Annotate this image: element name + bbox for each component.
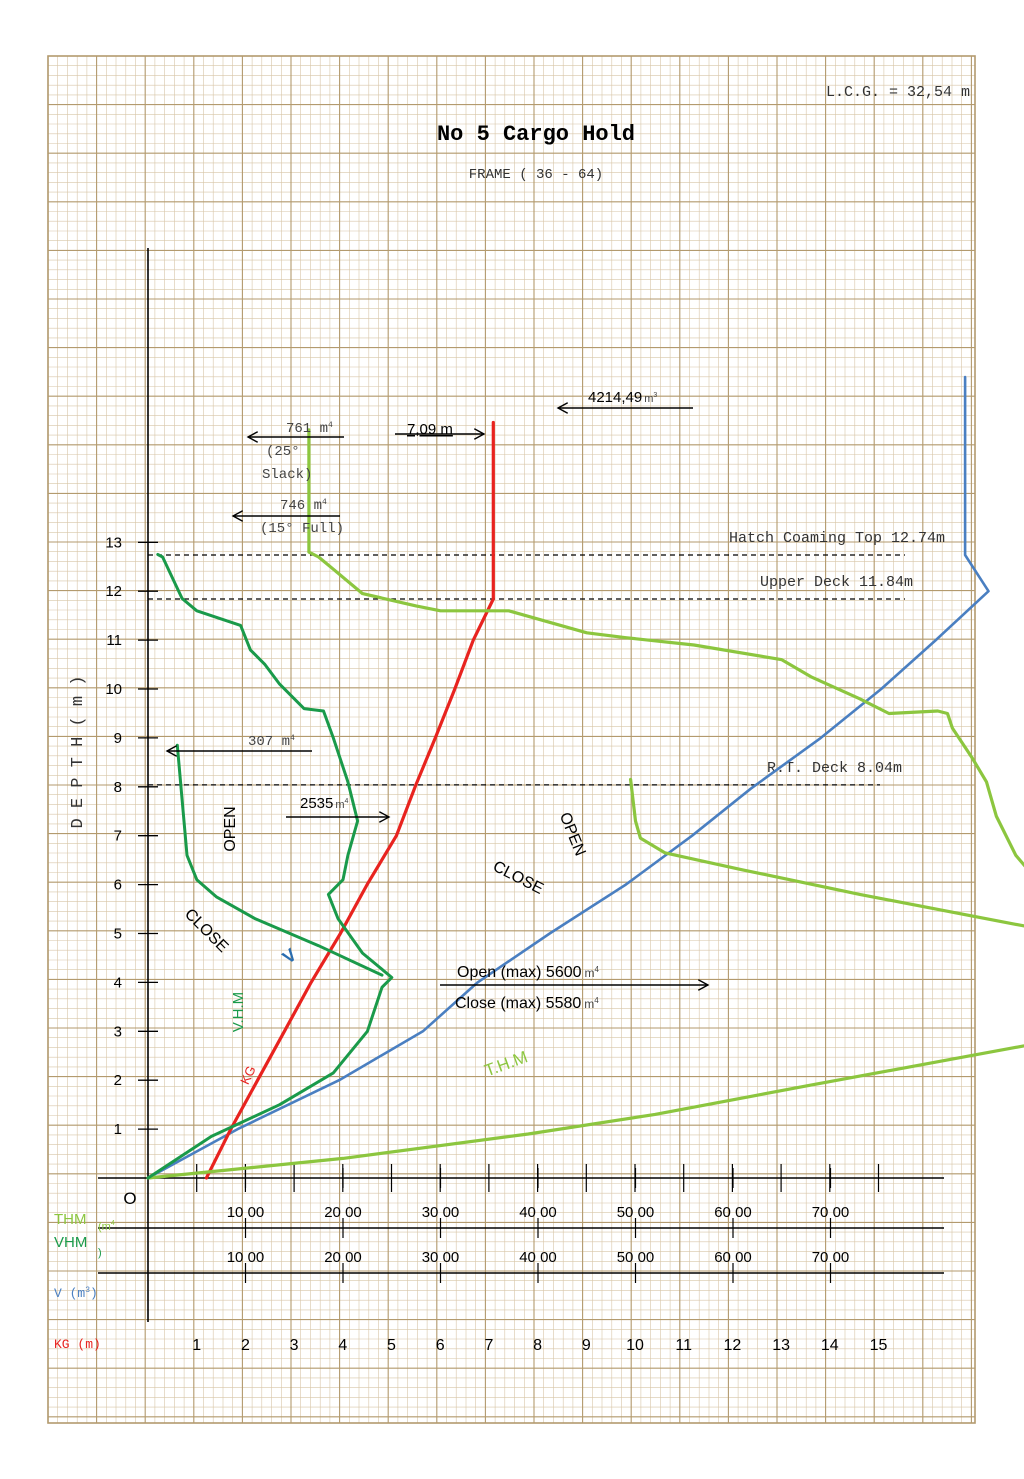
thm-curve-label: T.H.M xyxy=(482,1047,530,1080)
kg-tick-label: 13 xyxy=(772,1337,790,1354)
series-kg xyxy=(204,420,495,1180)
moment-unit-close: ) xyxy=(98,1247,102,1259)
vhm-tick-label: 50 00 xyxy=(617,1249,655,1266)
series-v-h-m-open xyxy=(146,553,394,1180)
kg-curve-label: KG xyxy=(237,1063,259,1086)
thm-tick-label: 50 00 xyxy=(617,1204,655,1221)
thm-close-top-arrow-head xyxy=(378,811,391,823)
ref-line-label: Hatch Coaming Top 12.74m xyxy=(729,530,945,547)
kg-tick-label: 1 xyxy=(192,1337,201,1354)
vhm-full-arrow-head xyxy=(231,510,244,522)
thm-tick-label: 70 00 xyxy=(812,1204,850,1221)
v-curve-label: V xyxy=(279,945,300,968)
thm-axis-label: THM xyxy=(54,1211,87,1228)
origin-label: O xyxy=(123,1189,136,1208)
ref-line-label: R.T. Deck 8.04m xyxy=(767,760,902,777)
thm-max-arrow-head xyxy=(697,979,710,991)
series-t-h-m-close xyxy=(628,777,1024,928)
kg-tick-label: 15 xyxy=(870,1337,888,1354)
chart-axes xyxy=(98,248,944,1322)
vhm-tick-label: 40 00 xyxy=(519,1249,557,1266)
y-tick-label: 10 xyxy=(105,681,122,698)
kg-tick-label: 10 xyxy=(626,1337,644,1354)
v-max-arrow-head xyxy=(556,402,569,414)
ref-line-label: Upper Deck 11.84m xyxy=(760,574,913,591)
v-axis-label: V (m3) xyxy=(54,1286,98,1301)
lcg-label: L.C.G. = 32,54 m xyxy=(826,84,970,101)
kg-tick-label: 2 xyxy=(241,1337,250,1354)
vhm-slack-note-1: (25° xyxy=(266,444,300,460)
thm-open-label: OPEN xyxy=(556,810,589,858)
kg-tick-label: 3 xyxy=(290,1337,299,1354)
vhm-tick-label: 10 00 xyxy=(227,1249,265,1266)
kg-tick-label: 9 xyxy=(582,1337,591,1354)
thm-tick-label: 40 00 xyxy=(519,1204,557,1221)
chart-subtitle: FRAME ( 36 - 64) xyxy=(469,167,603,183)
kg-axis-label: KG (m) xyxy=(54,1337,101,1352)
y-tick-label: 2 xyxy=(114,1072,122,1089)
vhm-open-label: OPEN xyxy=(222,806,239,851)
series-v-h-m-close xyxy=(175,743,384,977)
vhm-slack-value: 761 m4 xyxy=(286,421,333,437)
vhm-tick-label: 60 00 xyxy=(714,1249,752,1266)
chart-series xyxy=(146,375,1024,1180)
v-max-label: 4214,49 m3 xyxy=(588,389,657,406)
kg-tick-label: 7 xyxy=(484,1337,493,1354)
kg-tick-label: 12 xyxy=(724,1337,742,1354)
y-tick-label: 12 xyxy=(105,583,122,600)
vhm-tick-label: 20 00 xyxy=(324,1249,362,1266)
thm-tick-label: 10 00 xyxy=(227,1204,265,1221)
graph-paper-grid xyxy=(47,55,976,1424)
y-tick-label: 11 xyxy=(106,632,122,649)
y-tick-label: 4 xyxy=(114,974,122,991)
open-max-label: Open (max) 5600 m4 xyxy=(457,964,600,981)
vhm-full-note: (15° Full) xyxy=(260,521,344,537)
y-tick-label: 3 xyxy=(114,1023,122,1040)
y-tick-label: 7 xyxy=(114,828,122,845)
moment-unit-label: (m4 xyxy=(98,1220,115,1233)
y-tick-label: 13 xyxy=(105,534,122,551)
vhm-tick-label: 70 00 xyxy=(812,1249,850,1266)
chart-title: No 5 Cargo Hold xyxy=(437,122,635,147)
vhm-open-top-arrow-head xyxy=(165,745,178,757)
y-tick-label: 8 xyxy=(114,779,122,796)
thm-tick-label: 60 00 xyxy=(714,1204,752,1221)
series-v xyxy=(146,375,990,1180)
grid-border xyxy=(47,55,976,1424)
y-tick-label: 6 xyxy=(114,877,122,894)
y-tick-label: 5 xyxy=(114,926,122,943)
vhm-slack-arrow-head xyxy=(246,431,259,443)
close-max-label: Close (max) 5580 m4 xyxy=(455,995,599,1012)
vhm-open-top-label: 307 m4 xyxy=(248,734,295,750)
kg-tick-label: 14 xyxy=(821,1337,839,1354)
thm-tick-label: 20 00 xyxy=(324,1204,362,1221)
thm-tick-label: 30 00 xyxy=(422,1204,460,1221)
kg-tick-label: 5 xyxy=(387,1337,396,1354)
reference-lines: Hatch Coaming Top 12.74m Upper Deck 11.84… xyxy=(148,530,945,786)
vhm-tick-label: 30 00 xyxy=(422,1249,460,1266)
vhm-axis-label: VHM xyxy=(54,1234,87,1251)
kg-tick-label: 8 xyxy=(533,1337,542,1354)
vhm-slack-note-2: Slack) xyxy=(262,467,312,483)
y-tick-label: 1 xyxy=(114,1121,122,1138)
thm-close-top-label: 2535 m4 xyxy=(300,795,349,812)
kg-tick-label: 11 xyxy=(675,1337,692,1354)
vhm-curve-label: V.H.M xyxy=(230,992,247,1032)
y-tick-label: 9 xyxy=(114,730,122,747)
vhm-full-value: 746 m4 xyxy=(280,498,327,514)
kg-max-label: 7,09 m xyxy=(407,421,453,438)
kg-max-arrow-head xyxy=(473,428,486,440)
annotation-arrows xyxy=(165,402,710,991)
y-axis-label: D E P T H ( m ) xyxy=(69,675,88,828)
kg-tick-label: 6 xyxy=(436,1337,445,1354)
kg-tick-label: 4 xyxy=(338,1337,347,1354)
series-t-h-m-open xyxy=(146,428,1024,1180)
